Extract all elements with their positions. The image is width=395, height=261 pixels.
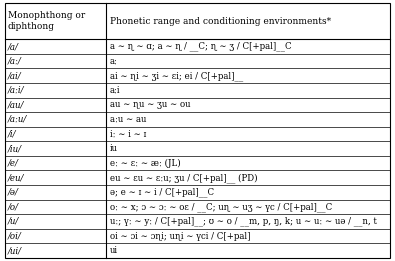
Text: /o/: /o/: [8, 202, 19, 211]
Text: au ∼ ɳu ∼ ʒu ∼ ou: au ∼ ɳu ∼ ʒu ∼ ou: [110, 100, 190, 109]
Text: Monophthong or: Monophthong or: [8, 11, 85, 20]
Text: /aːi/: /aːi/: [8, 86, 24, 95]
Text: /ai/: /ai/: [8, 71, 21, 80]
Text: ai ∼ ɳi ∼ ʒi ∼ ɛi; ei / C[+pal]__: ai ∼ ɳi ∼ ʒi ∼ ɛi; ei / C[+pal]__: [110, 71, 243, 81]
Text: a ∼ ɳ ∼ ɑ; a ∼ ɳ / __C; ɳ ∼ ʒ / C[+pal]__C: a ∼ ɳ ∼ ɑ; a ∼ ɳ / __C; ɳ ∼ ʒ / C[+pal]_…: [110, 42, 292, 51]
Text: aː: aː: [110, 57, 118, 66]
Text: /iu/: /iu/: [8, 144, 22, 153]
Text: oi ∼ ɔi ∼ ɔɳi; uɳi ∼ үci / C[+pal]: oi ∼ ɔi ∼ ɔɳi; uɳi ∼ үci / C[+pal]: [110, 232, 250, 241]
Text: /i/: /i/: [8, 129, 17, 139]
Text: iː ∼ i ∼ ɪ: iː ∼ i ∼ ɪ: [110, 129, 146, 139]
Text: aːi: aːi: [110, 86, 120, 95]
Text: /a/: /a/: [8, 42, 19, 51]
Text: ui: ui: [110, 246, 118, 255]
Text: Phonetic range and conditioning environments*: Phonetic range and conditioning environm…: [110, 17, 331, 26]
Text: iu: iu: [110, 144, 118, 153]
Text: eu ∼ ɛu ∼ ɛːu; ʒu / C[+pal]__ (PD): eu ∼ ɛu ∼ ɛːu; ʒu / C[+pal]__ (PD): [110, 173, 257, 183]
Text: /au/: /au/: [8, 100, 24, 109]
Text: /u/: /u/: [8, 217, 19, 226]
Text: oː ∼ x; ɔ ∼ ɔː ∼ oɛ / __C; uɳ ∼ uʒ ∼ үc / C[+pal]__C: oː ∼ x; ɔ ∼ ɔː ∼ oɛ / __C; uɳ ∼ uʒ ∼ үc …: [110, 202, 332, 212]
Text: ə; e ∼ ɪ ∼ i / C[+pal]__C: ə; e ∼ ɪ ∼ i / C[+pal]__C: [110, 187, 214, 197]
Text: eː ∼ ɛː ∼ æː (JL): eː ∼ ɛː ∼ æː (JL): [110, 159, 181, 168]
Text: /oi/: /oi/: [8, 232, 22, 241]
Text: /ə/: /ə/: [8, 188, 19, 197]
Text: /aːu/: /aːu/: [8, 115, 27, 124]
Text: aːu ∼ au: aːu ∼ au: [110, 115, 146, 124]
Text: /aː/: /aː/: [8, 57, 22, 66]
Text: diphthong: diphthong: [8, 22, 55, 32]
Text: uː; үː ∼ yː / C[+pal]__; ʊ ∼ o / __m, p, ŋ, k; u ∼ uː ∼ uə / __n, t: uː; үː ∼ yː / C[+pal]__; ʊ ∼ o / __m, p,…: [110, 217, 376, 226]
Text: /e/: /e/: [8, 159, 19, 168]
Text: /ui/: /ui/: [8, 246, 22, 255]
Text: /eu/: /eu/: [8, 173, 24, 182]
